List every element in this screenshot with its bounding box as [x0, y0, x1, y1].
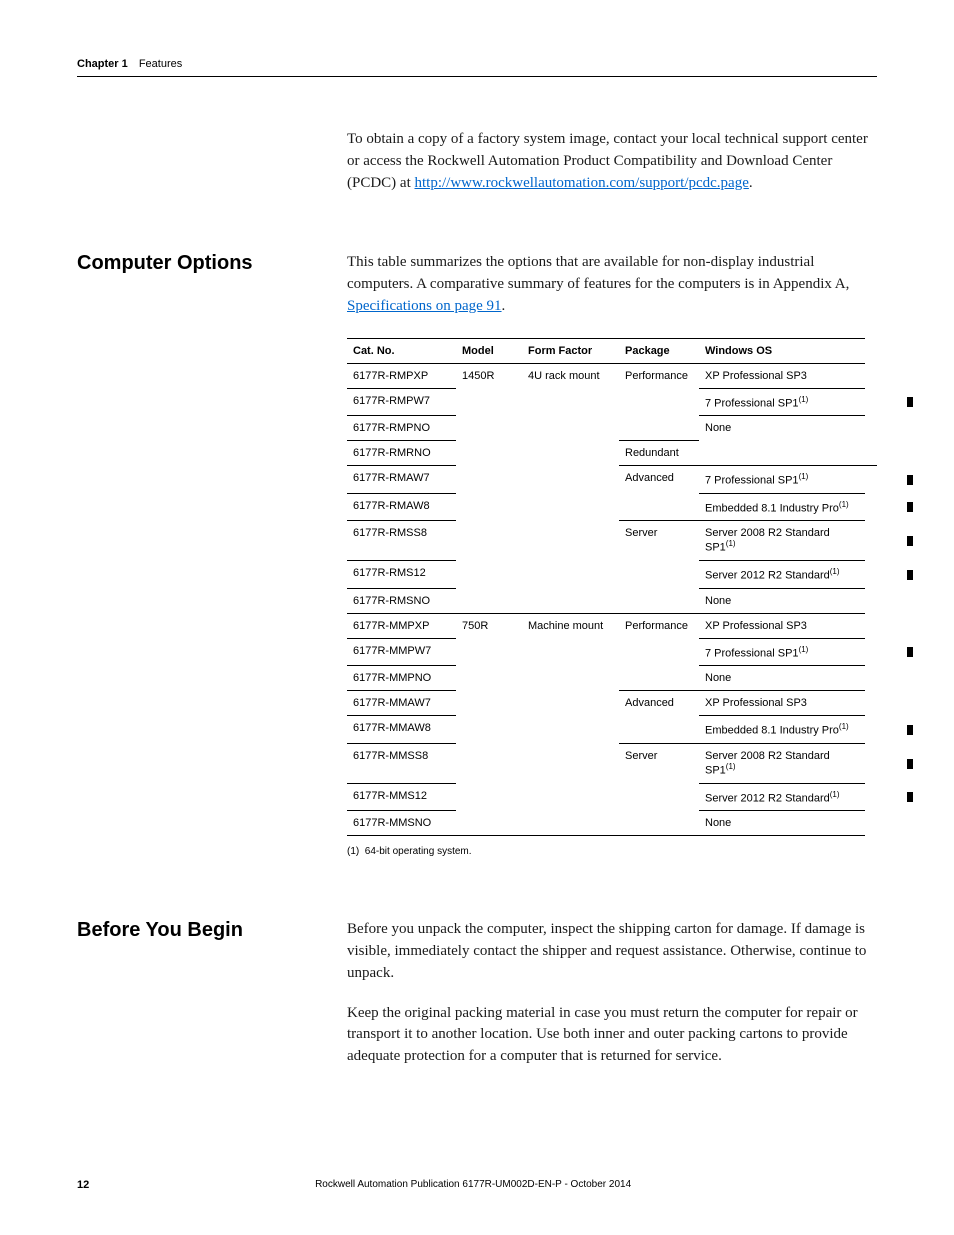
cell-catno: 6177R-MMSS8 — [347, 744, 456, 784]
footnote-text: 64-bit operating system. — [365, 846, 472, 857]
footnote-ref: (1) — [799, 645, 809, 654]
table-footnote: (1) 64-bit operating system. — [347, 846, 877, 857]
page-number: 12 — [77, 1179, 89, 1191]
cell-os: 7 Professional SP1(1) — [699, 638, 865, 666]
change-bar — [907, 725, 913, 735]
s1-text-after: . — [502, 298, 506, 314]
change-bar — [907, 570, 913, 580]
byb-para1: Before you unpack the computer, inspect … — [347, 919, 877, 984]
header-text: Chapter 1 Features — [77, 58, 190, 70]
th-model: Model — [456, 338, 522, 363]
cell-catno: 6177R-RMRNO — [347, 441, 456, 466]
publication-info: Rockwell Automation Publication 6177R-UM… — [89, 1179, 857, 1191]
s1-text-before: This table summarizes the options that a… — [347, 254, 849, 292]
change-bar — [907, 502, 913, 512]
footnote-ref: (1) — [799, 395, 809, 404]
cell-catno: 6177R-MMPW7 — [347, 638, 456, 666]
cell-catno: 6177R-RMSS8 — [347, 521, 456, 561]
cell-os: 7 Professional SP1(1) — [699, 466, 865, 494]
intro-paragraph: To obtain a copy of a factory system ima… — [347, 129, 877, 194]
section-computer-options: Computer Options This table summarizes t… — [77, 252, 877, 857]
computer-options-intro: This table summarizes the options that a… — [347, 252, 877, 317]
pcdc-link[interactable]: http://www.rockwellautomation.com/suppor… — [415, 175, 749, 191]
th-package: Package — [619, 338, 699, 363]
change-bar — [907, 647, 913, 657]
section-before-you-begin: Before You Begin Before you unpack the c… — [77, 919, 877, 1068]
cell-catno: 6177R-MMPNO — [347, 666, 456, 691]
footnote-ref: (1) — [830, 567, 840, 576]
cell-os: None — [699, 811, 865, 836]
footnote-ref: (1) — [799, 472, 809, 481]
intro-text-after: . — [749, 175, 753, 191]
cell-catno: 6177R-MMAW7 — [347, 691, 456, 716]
page-footer: 12 Rockwell Automation Publication 6177R… — [77, 1179, 877, 1191]
heading-before-you-begin: Before You Begin — [77, 919, 243, 942]
cell-formfactor: 4U rack mount — [522, 363, 619, 613]
cell-catno: 6177R-RMAW7 — [347, 466, 456, 494]
footnote-ref: (1) — [839, 722, 849, 731]
cell-os: None — [699, 416, 865, 466]
th-catno: Cat. No. — [347, 338, 456, 363]
cell-package: Redundant — [619, 441, 699, 466]
cell-model: 1450R — [456, 363, 522, 613]
cell-os: XP Professional SP3 — [699, 613, 865, 638]
cell-os: Server 2012 R2 Standard(1) — [699, 561, 865, 589]
cell-os: Embedded 8.1 Industry Pro(1) — [699, 716, 865, 744]
cell-catno: 6177R-RMPXP — [347, 363, 456, 388]
cell-os: Server 2008 R2 Standard SP1(1) — [699, 521, 865, 561]
change-bar — [907, 397, 913, 407]
options-table: Cat. No. Model Form Factor Package Windo… — [347, 338, 877, 837]
cell-package: Server — [619, 744, 699, 836]
cell-package: Server — [619, 521, 699, 613]
footnote-ref: (1) — [726, 539, 736, 548]
table-row: 6177R-MMPXP750RMachine mountPerformanceX… — [347, 613, 877, 638]
footer-spacer — [857, 1179, 877, 1191]
th-formfactor: Form Factor — [522, 338, 619, 363]
cell-package: Advanced — [619, 466, 699, 521]
header-title: Features — [139, 58, 182, 70]
cell-os: Server 2012 R2 Standard(1) — [699, 783, 865, 811]
cell-package: Performance — [619, 363, 699, 441]
chapter-label: Chapter 1 — [77, 58, 128, 70]
cell-package: Advanced — [619, 691, 699, 744]
cell-catno: 6177R-RMS12 — [347, 561, 456, 589]
cell-os: Server 2008 R2 Standard SP1(1) — [699, 744, 865, 784]
cell-formfactor: Machine mount — [522, 613, 619, 836]
footnote-ref: (1) — [830, 790, 840, 799]
page-header: Chapter 1 Features — [77, 54, 877, 77]
cell-catno: 6177R-RMSNO — [347, 588, 456, 613]
th-windowsos: Windows OS — [699, 338, 865, 363]
table-header-row: Cat. No. Model Form Factor Package Windo… — [347, 338, 877, 363]
cell-os: None — [699, 588, 865, 613]
cell-catno: 6177R-MMS12 — [347, 783, 456, 811]
table-container: Cat. No. Model Form Factor Package Windo… — [347, 338, 877, 858]
cell-os: 7 Professional SP1(1) — [699, 388, 865, 416]
cell-os: Embedded 8.1 Industry Pro(1) — [699, 493, 865, 521]
byb-para2: Keep the original packing material in ca… — [347, 1003, 877, 1068]
heading-computer-options: Computer Options — [77, 252, 253, 275]
cell-model: 750R — [456, 613, 522, 836]
cell-os — [865, 441, 877, 466]
footnote-ref: (1) — [726, 762, 736, 771]
change-bar — [907, 759, 913, 769]
cell-catno: 6177R-RMPW7 — [347, 388, 456, 416]
cell-package: Performance — [619, 613, 699, 691]
cell-os: XP Professional SP3 — [699, 691, 865, 716]
cell-os: None — [699, 666, 865, 691]
change-bar — [907, 536, 913, 546]
cell-catno: 6177R-MMAW8 — [347, 716, 456, 744]
change-bar — [907, 475, 913, 485]
cell-catno: 6177R-RMAW8 — [347, 493, 456, 521]
cell-catno: 6177R-RMPNO — [347, 416, 456, 441]
change-bar — [907, 792, 913, 802]
table-row: 6177R-RMPXP1450R4U rack mountPerformance… — [347, 363, 877, 388]
cell-os: XP Professional SP3 — [699, 363, 865, 388]
footnote-ref: (1) — [839, 500, 849, 509]
cell-catno: 6177R-MMSNO — [347, 811, 456, 836]
specifications-link[interactable]: Specifications on page 91 — [347, 298, 502, 314]
cell-catno: 6177R-MMPXP — [347, 613, 456, 638]
footnote-label: (1) — [347, 846, 359, 857]
before-begin-body: Before you unpack the computer, inspect … — [347, 919, 877, 1068]
